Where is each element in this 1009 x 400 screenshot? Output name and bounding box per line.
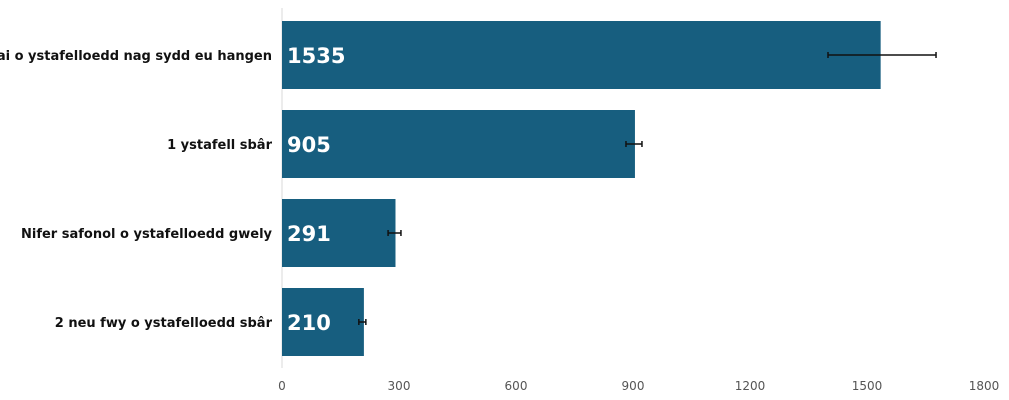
bar bbox=[282, 288, 364, 356]
category-label: 2 neu fwy o ystafelloedd sbâr bbox=[55, 316, 273, 331]
category-label: Nifer safonol o ystafelloedd gwely bbox=[21, 227, 273, 242]
data-label: 210 bbox=[287, 311, 331, 335]
bar bbox=[282, 199, 396, 267]
x-tick-label: 0 bbox=[278, 379, 286, 393]
x-tick-label: 1200 bbox=[735, 379, 766, 393]
data-label: 905 bbox=[287, 133, 331, 157]
bar bbox=[282, 21, 881, 89]
x-tick-label: 1800 bbox=[969, 379, 1000, 393]
x-tick-label: 1500 bbox=[852, 379, 883, 393]
data-label: 1535 bbox=[287, 44, 345, 68]
bar bbox=[282, 110, 635, 178]
x-tick-label: 300 bbox=[388, 379, 411, 393]
data-label: 291 bbox=[287, 222, 331, 246]
x-tick-label: 900 bbox=[622, 379, 645, 393]
category-label: 1 ystafell sbâr bbox=[167, 138, 272, 153]
category-label: Llai o ystafelloedd nag sydd eu hangen bbox=[0, 49, 272, 64]
x-tick-label: 600 bbox=[505, 379, 528, 393]
